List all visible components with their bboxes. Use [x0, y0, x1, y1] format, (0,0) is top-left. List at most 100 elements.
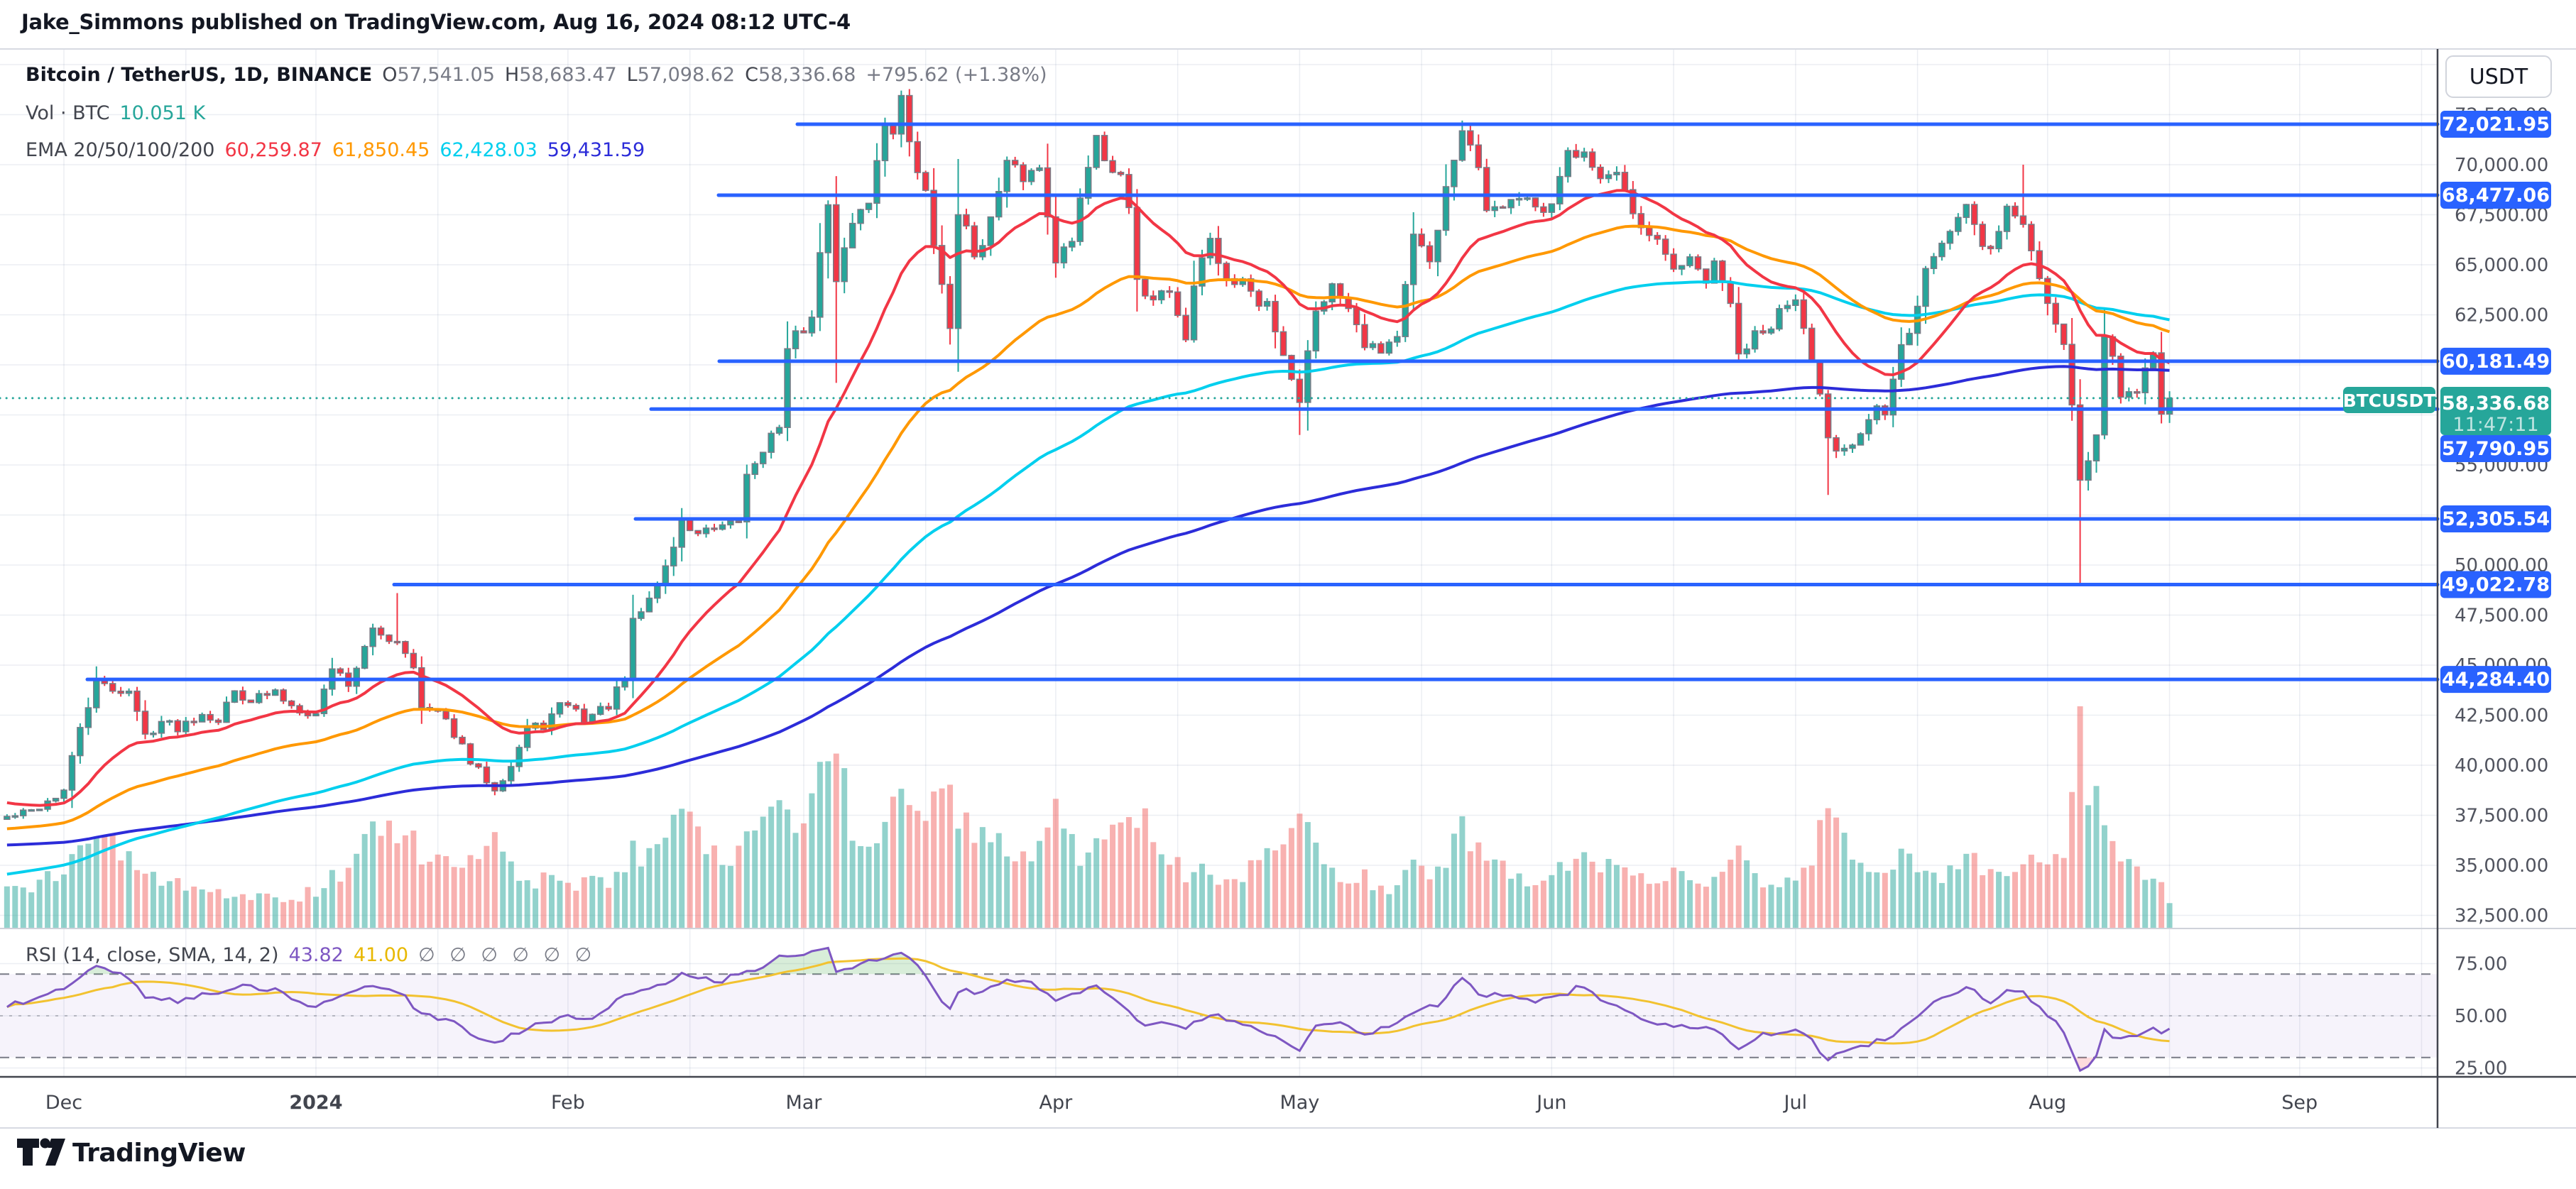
candle-body — [223, 701, 230, 723]
volume-bar — [361, 833, 368, 928]
candle-body — [296, 705, 303, 714]
candle-body — [645, 597, 653, 613]
volume-bar — [1865, 872, 1872, 928]
candle-body — [263, 693, 271, 696]
price-tick: 40,000.00 — [2455, 755, 2548, 777]
volume-bar — [1646, 884, 1652, 928]
candle-body — [369, 628, 376, 647]
volume-bar — [1183, 882, 1189, 928]
candle-body — [890, 125, 897, 135]
candle-body — [1670, 253, 1677, 270]
level-label-text: 49,022.78 — [2442, 574, 2550, 596]
rsi-label: RSI (14, close, SMA, 14, 2) — [26, 944, 279, 966]
volume-bar — [1037, 840, 1042, 928]
level-label-box — [2440, 435, 2551, 462]
ema-lines — [6, 189, 2171, 876]
volume-bar — [1662, 881, 1669, 928]
volume-bar — [679, 809, 685, 928]
candle-body — [1223, 263, 1230, 280]
candle-body — [914, 141, 921, 173]
volume-bar — [1532, 884, 1539, 928]
volume-bar — [2028, 855, 2034, 928]
candle-body — [2060, 323, 2068, 345]
volume-bar — [971, 843, 978, 928]
candle-body — [2117, 356, 2124, 398]
volume-bar — [1020, 851, 1027, 928]
high-label: H — [504, 64, 520, 86]
symbol-legend-row[interactable]: Bitcoin / TetherUS, 1D, BINANCE O57,541.… — [26, 64, 1047, 86]
candle-body — [1027, 170, 1035, 182]
volume-bar — [1435, 866, 1441, 928]
volume-bar — [1199, 863, 1205, 928]
candle-body — [605, 706, 612, 710]
volume-bar — [182, 890, 189, 928]
volume-bar — [549, 875, 555, 928]
volume-bar — [20, 887, 26, 928]
symbol-tag-box — [2343, 387, 2435, 413]
volume-bar — [1776, 887, 1782, 928]
candle-body — [1312, 310, 1320, 352]
candle-body — [231, 690, 239, 703]
tradingview-logo[interactable]: TradingView — [16, 1136, 246, 1170]
volume-bar — [1304, 822, 1311, 928]
candle-body — [1003, 160, 1010, 192]
ema-legend-row[interactable]: EMA 20/50/100/200 60,259.87 61,850.45 62… — [26, 139, 645, 161]
volume-bar — [589, 875, 596, 928]
candle-body — [987, 216, 995, 246]
candle-body — [1833, 437, 1840, 452]
volume-bar — [630, 840, 636, 928]
volume-bar — [1451, 833, 1457, 928]
candle-body — [1906, 332, 1913, 346]
candle-body — [2068, 344, 2075, 406]
volume-bar — [849, 840, 856, 928]
candle-body — [1963, 204, 1970, 219]
candle-body — [4, 816, 11, 821]
volume-bar — [1882, 872, 1888, 928]
currency-box[interactable] — [2445, 55, 2552, 98]
volume-bar — [85, 843, 92, 928]
candle-body — [182, 720, 190, 733]
time-axis[interactable]: Dec 2024 Feb Mar Apr May Jun Jul Aug Sep — [45, 1092, 2318, 1114]
ema20-value: 60,259.87 — [224, 139, 322, 161]
low-label: L — [626, 64, 638, 86]
candle-body — [1743, 348, 1750, 355]
candle-body — [2134, 391, 2141, 394]
volume-bar — [1833, 817, 1840, 928]
volume-bar — [963, 812, 969, 928]
candle-body — [20, 809, 27, 816]
rsi-legend-row[interactable]: RSI (14, close, SMA, 14, 2) 43.82 41.00 … — [26, 944, 596, 966]
volume-bar — [305, 887, 311, 928]
candle-body — [247, 699, 255, 703]
volume-bar — [36, 880, 43, 928]
volume-bar — [841, 768, 848, 928]
volume-legend-row[interactable]: Vol · BTC 10.051 K — [26, 102, 205, 124]
volume-bar — [613, 872, 620, 928]
price-tick: 62,500.00 — [2455, 305, 2548, 327]
volume-bar — [1719, 872, 1725, 928]
volume-bar — [2117, 861, 2124, 928]
volume-overlay[interactable] — [4, 706, 2173, 928]
volume-bar — [158, 885, 165, 928]
volume-bar — [597, 877, 604, 928]
candle-body — [824, 204, 832, 253]
candle-body — [654, 584, 661, 599]
volume-bar — [662, 838, 669, 928]
candle-body — [93, 678, 100, 708]
candle-body — [1483, 167, 1490, 212]
volume-bar — [1077, 865, 1084, 928]
price-pane-candles[interactable] — [4, 89, 2173, 821]
volume-bar — [402, 835, 408, 928]
candle-body — [1987, 246, 1994, 250]
volume-bar — [394, 843, 400, 928]
candle-body — [1971, 204, 1978, 225]
month-label: Aug — [2029, 1092, 2066, 1114]
rsi-pane[interactable] — [6, 946, 2171, 1073]
volume-bar — [508, 861, 514, 928]
candle-body — [662, 565, 670, 586]
candle-body — [133, 690, 141, 712]
current-price-label-text: 58,336.68 — [2442, 393, 2550, 415]
ema-200-line — [6, 365, 2170, 847]
volume-bar — [69, 854, 75, 928]
volume-bar — [1605, 859, 1612, 928]
